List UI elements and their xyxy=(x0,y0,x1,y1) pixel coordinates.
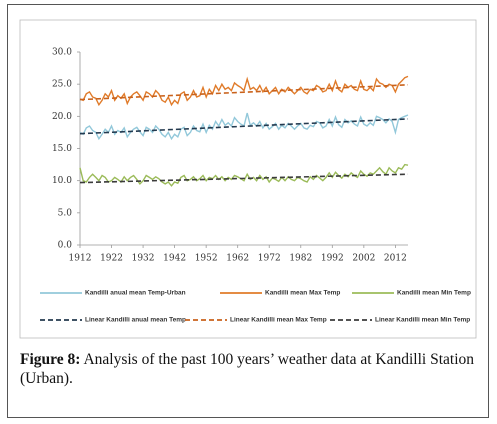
x-tick-label: 1992 xyxy=(321,254,344,264)
legend-label: Linear Kandilli mean Min Temp xyxy=(375,317,470,324)
x-tick-label: 1952 xyxy=(195,254,218,264)
x-tick-label: 1982 xyxy=(289,254,312,264)
caption: Figure 8: Analysis of the past 100 years… xyxy=(20,350,485,388)
y-tick-label: 15.0 xyxy=(52,144,72,154)
figure-frame xyxy=(7,4,489,418)
trend-line xyxy=(79,118,409,135)
caption-label: Figure 8: xyxy=(20,351,81,368)
x-tick-label: 1972 xyxy=(258,254,281,264)
x-tick-label: 1922 xyxy=(100,254,123,264)
legend-label: Kandilli mean Min Temp xyxy=(397,290,471,297)
trend-line xyxy=(79,84,409,101)
y-tick-label: 10.0 xyxy=(52,176,72,186)
y-tick-label: 20.0 xyxy=(52,112,72,122)
chart-box xyxy=(19,19,477,339)
x-tick-label: 2012 xyxy=(384,254,407,264)
legend-label: Kandilli anual mean Temp-Urban xyxy=(85,290,186,297)
legend-label: Linear Kandilli anual mean Temp xyxy=(85,317,186,324)
legend-label: Linear Kandilli mean Max Temp xyxy=(230,317,327,324)
x-tick-label: 1962 xyxy=(226,254,249,264)
y-tick-label: 25.0 xyxy=(52,80,72,90)
x-tick-label: 2002 xyxy=(352,254,375,264)
y-tick-label: 30.0 xyxy=(52,48,72,58)
x-tick-label: 1912 xyxy=(69,254,92,264)
x-tick-label: 1932 xyxy=(132,254,155,264)
trend-line xyxy=(79,173,409,184)
y-tick-label: 5.0 xyxy=(58,208,73,218)
x-tick-label: 1942 xyxy=(163,254,186,264)
y-tick-label: 0.0 xyxy=(58,241,73,251)
caption-text: Analysis of the past 100 years’ weather … xyxy=(20,351,475,387)
series-line xyxy=(79,163,409,187)
legend-label: Kandilli mean Max Temp xyxy=(265,290,340,297)
